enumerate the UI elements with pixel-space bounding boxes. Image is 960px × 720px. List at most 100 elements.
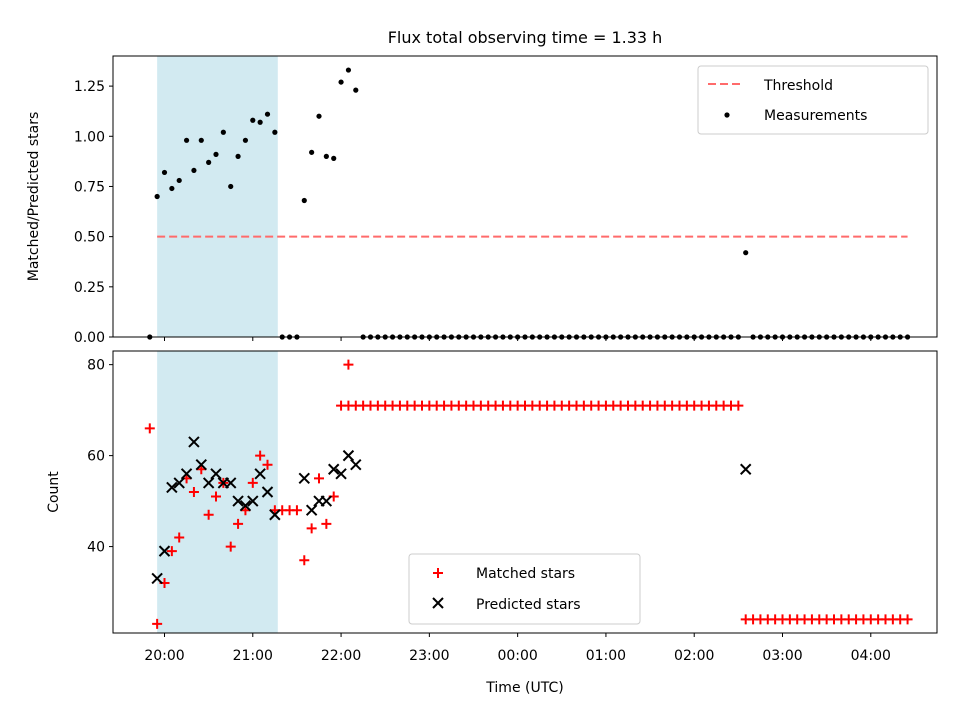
measurement-point [257, 119, 263, 125]
legend-box [408, 553, 641, 625]
chart-title: Flux total observing time = 1.33 h [388, 28, 663, 47]
measurement-point [206, 159, 212, 165]
measurement-point [176, 177, 182, 184]
x-tick-label: 20:00 [144, 648, 184, 664]
legend-matched-swatch [433, 568, 443, 578]
measurement-point [169, 185, 175, 192]
matched-stars-point [166, 546, 177, 557]
measurement-point [264, 111, 271, 117]
predicted-stars-point [195, 459, 207, 471]
x-tick-label: 02:00 [674, 648, 714, 664]
predicted-stars-point [254, 468, 266, 480]
predicted-stars-point [239, 499, 252, 512]
matched-stars-point [299, 555, 310, 566]
y-tick-label: 40 [87, 540, 105, 556]
matched-stars-point [262, 459, 273, 470]
predicted-stars-point [210, 468, 222, 480]
measurement-point [154, 193, 160, 200]
measurement-point [213, 151, 219, 157]
matched-stars-point [152, 618, 163, 629]
predicted-stars-point [180, 468, 193, 480]
predicted-stars-point [740, 463, 752, 475]
matched-stars-point [211, 491, 221, 502]
matched-stars-point [733, 400, 744, 411]
predicted-stars-point [247, 495, 259, 507]
predicted-stars-point [188, 436, 200, 448]
predicted-stars-point [350, 459, 362, 471]
legend-label: Predicted stars [476, 597, 581, 613]
predicted-stars-point [298, 472, 310, 485]
measurement-point [316, 113, 322, 119]
predicted-stars-point [335, 468, 347, 480]
measurement-point [309, 149, 315, 155]
legend-box [697, 65, 929, 135]
legend-label: Measurements [764, 108, 867, 124]
predicted-stars-point [342, 449, 355, 462]
x-tick-label: 03:00 [762, 648, 802, 664]
measurement-point [272, 129, 278, 135]
measurement-point [235, 153, 241, 159]
matched-stars-point [188, 487, 199, 497]
y-tick-label: 1.00 [74, 129, 105, 145]
predicted-stars-point [269, 509, 281, 521]
y-axis-label: Matched/Predicted stars [26, 112, 42, 282]
matched-stars-point [247, 477, 258, 488]
matched-stars-point [902, 614, 913, 625]
x-tick-label: 22:00 [321, 648, 361, 664]
matched-stars-point [203, 509, 214, 520]
y-tick-label: 80 [87, 358, 105, 374]
axes-frame [112, 350, 938, 634]
measurement-point [191, 167, 197, 174]
measurement-point [301, 197, 307, 204]
matched-stars-point [174, 532, 185, 543]
measurement-point [353, 87, 359, 93]
measurement-point [345, 67, 352, 73]
matched-stars-point [321, 518, 332, 529]
measurement-point [250, 117, 256, 123]
predicted-stars-point [151, 572, 163, 585]
measurement-point [198, 137, 204, 143]
y-tick-label: 0.50 [74, 230, 105, 246]
y-tick-label: 0.00 [74, 330, 105, 346]
measurement-point [220, 129, 226, 135]
measurement-point [331, 155, 337, 161]
legend-measurements-swatch [724, 112, 730, 118]
matched-stars-point [144, 423, 155, 434]
y-tick-label: 1.25 [74, 79, 105, 95]
matched-stars-point [306, 523, 317, 534]
predicted-stars-point [305, 504, 318, 516]
predicted-stars-point [261, 486, 274, 498]
predicted-stars-point [320, 495, 333, 507]
x-axis-label: Time (UTC) [485, 680, 563, 696]
y-tick-label: 0.75 [74, 179, 105, 195]
measurement-point [183, 137, 190, 143]
matched-stars-point [225, 541, 236, 552]
x-tick-label: 01:00 [586, 648, 626, 664]
matched-stars-point [314, 473, 324, 484]
measurement-point [161, 169, 168, 176]
predicted-stars-point [166, 481, 178, 494]
measurement-point [743, 250, 749, 256]
matched-stars-point [255, 450, 266, 461]
predicted-stars-point [328, 463, 340, 475]
x-tick-label: 00:00 [497, 648, 537, 664]
measurement-point [228, 183, 234, 190]
count-panel: 40 60 80 20:00 21:00 22:00 23:00 00:00 01:00 02:0… [46, 350, 938, 696]
ratio-panel: 0.00 0.25 0.50 0.75 1.00 1.25 Matched/Predicte… [26, 55, 938, 346]
y-tick-label: 60 [87, 449, 105, 465]
y-tick-label: 0.25 [74, 280, 105, 296]
predicted-stars-point [232, 495, 244, 507]
predicted-stars-point [225, 477, 237, 489]
matched-stars-point [233, 518, 244, 529]
y-axis-label: Count [46, 471, 62, 513]
matched-stars-point [291, 505, 302, 516]
measurement-point [338, 79, 344, 85]
legend-predicted-swatch [432, 597, 444, 609]
predicted-stars-point [173, 477, 185, 489]
x-tick-label: 21:00 [233, 648, 273, 664]
x-tick-label: 04:00 [851, 648, 891, 664]
predicted-stars-point [158, 545, 171, 557]
x-tick-label: 23:00 [409, 648, 449, 664]
measurement-point [323, 153, 329, 159]
